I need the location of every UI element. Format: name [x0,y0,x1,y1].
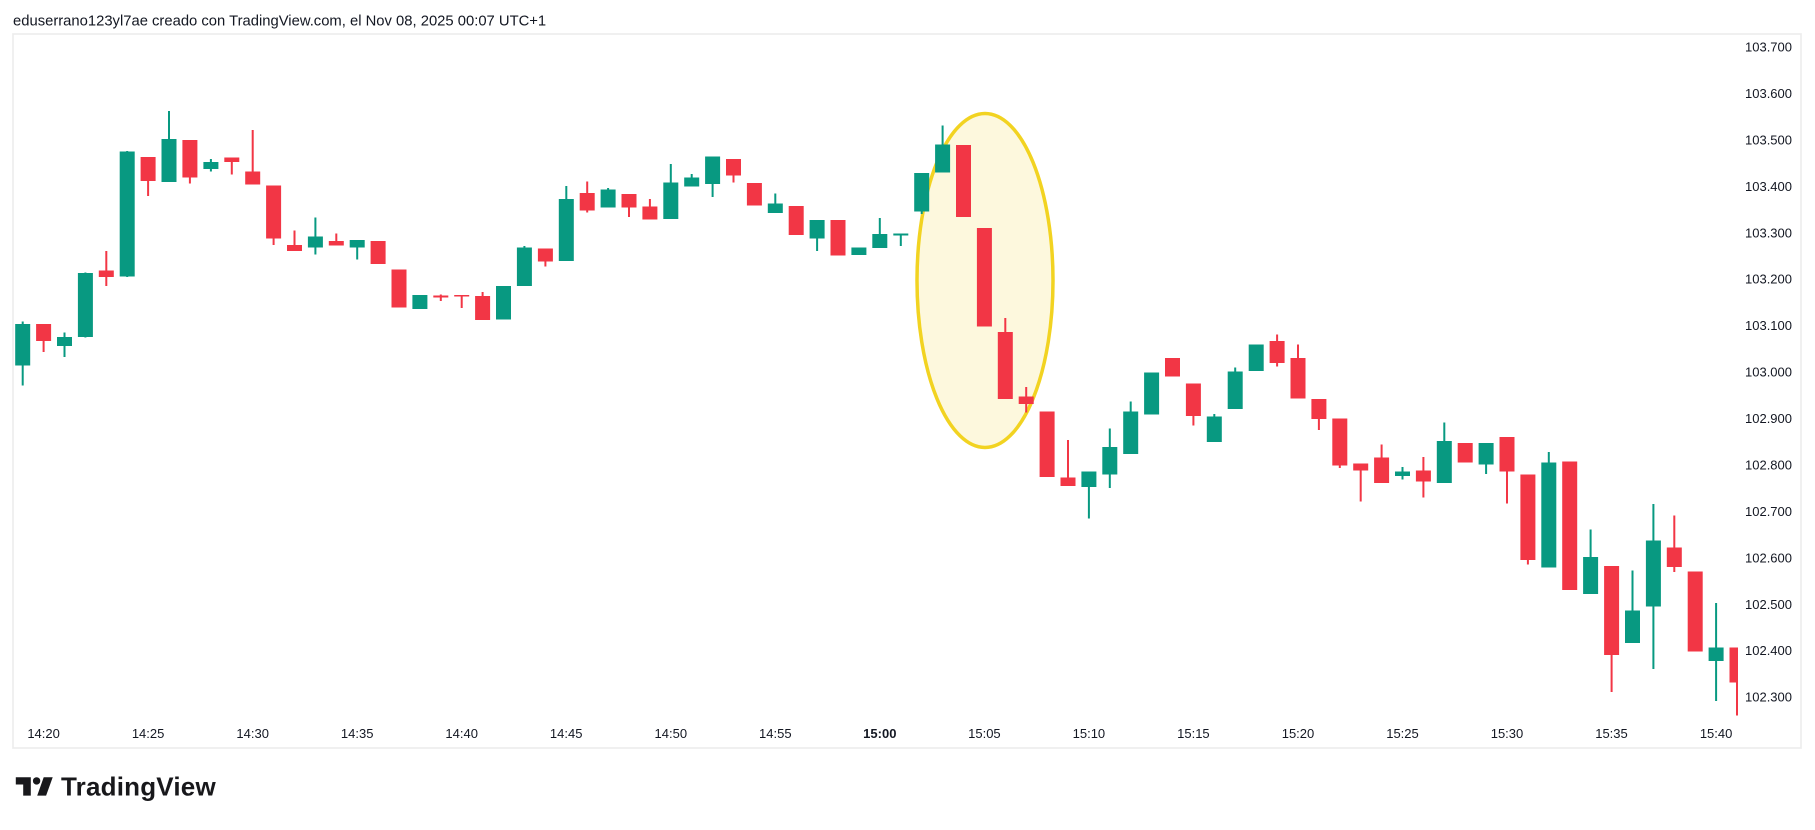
svg-text:TradingView: TradingView [61,772,216,802]
svg-text:103.000: 103.000 [1745,365,1792,380]
svg-text:15:30: 15:30 [1491,726,1524,741]
svg-text:15:10: 15:10 [1073,726,1106,741]
svg-text:102.700: 102.700 [1745,504,1792,519]
svg-text:15:00: 15:00 [863,726,896,741]
svg-text:eduserrano123yl7ae creado con: eduserrano123yl7ae creado con TradingVie… [13,14,546,30]
svg-text:102.600: 102.600 [1745,550,1792,565]
svg-text:15:40: 15:40 [1700,726,1733,741]
svg-text:14:20: 14:20 [27,726,60,741]
svg-text:14:55: 14:55 [759,726,792,741]
svg-text:15:35: 15:35 [1595,726,1628,741]
svg-text:102.400: 102.400 [1745,643,1792,658]
svg-text:103.100: 103.100 [1745,318,1792,333]
svg-text:103.600: 103.600 [1745,86,1792,101]
svg-text:14:30: 14:30 [236,726,269,741]
svg-text:15:25: 15:25 [1386,726,1419,741]
svg-text:14:25: 14:25 [132,726,165,741]
svg-text:15:20: 15:20 [1282,726,1315,741]
svg-text:103.700: 103.700 [1745,40,1792,55]
svg-text:15:15: 15:15 [1177,726,1210,741]
svg-text:103.200: 103.200 [1745,272,1792,287]
svg-text:102.300: 102.300 [1745,690,1792,705]
svg-text:103.300: 103.300 [1745,225,1792,240]
svg-text:14:40: 14:40 [445,726,478,741]
svg-text:14:50: 14:50 [655,726,688,741]
svg-text:102.800: 102.800 [1745,458,1792,473]
svg-text:102.500: 102.500 [1745,597,1792,612]
svg-text:14:35: 14:35 [341,726,374,741]
svg-text:102.900: 102.900 [1745,411,1792,426]
svg-text:15:05: 15:05 [968,726,1001,741]
svg-text:103.400: 103.400 [1745,179,1792,194]
svg-text:14:45: 14:45 [550,726,583,741]
svg-text:103.500: 103.500 [1745,132,1792,147]
